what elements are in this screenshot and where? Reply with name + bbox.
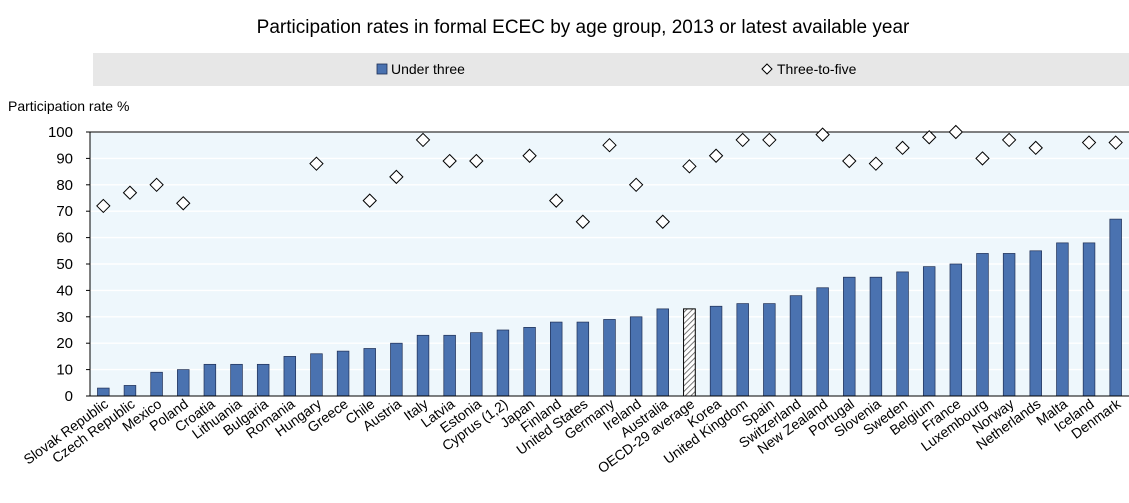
bar-united-states xyxy=(576,321,590,397)
bar-cyprus-1-2 xyxy=(496,329,510,397)
y-tick-label: 50 xyxy=(56,256,73,273)
y-tick-label: 40 xyxy=(56,282,73,299)
bar-lithuania xyxy=(230,363,243,397)
bar-romania xyxy=(283,356,297,397)
marker-australia xyxy=(655,214,670,229)
y-axis-label: Participation rate % xyxy=(8,98,129,114)
bar-series-under-three xyxy=(97,218,1122,397)
marker-chile xyxy=(362,193,377,208)
bar-iceland xyxy=(1082,242,1096,397)
bar-germany xyxy=(603,319,616,397)
marker-series-three-to-five xyxy=(96,124,1123,229)
legend-swatch-under-three xyxy=(376,63,388,75)
bar-finland xyxy=(550,321,563,397)
bar-norway xyxy=(1002,253,1016,397)
bar-czech-republic xyxy=(123,385,137,397)
bar-malta xyxy=(1056,242,1069,397)
marker-latvia xyxy=(442,153,457,169)
marker-mexico xyxy=(149,177,164,193)
bar-greece xyxy=(336,350,350,397)
marker-sweden xyxy=(895,140,910,156)
marker-iceland xyxy=(1081,135,1097,150)
marker-slovenia xyxy=(868,156,884,171)
bar-sweden xyxy=(896,271,909,397)
bar-switzerland xyxy=(789,295,803,397)
bar-bulgaria xyxy=(256,363,270,397)
bar-new-zealand xyxy=(816,287,829,397)
marker-korea xyxy=(708,148,724,163)
y-tick-label: 30 xyxy=(56,309,73,326)
legend-background xyxy=(93,53,1129,86)
marker-estonia xyxy=(469,153,484,169)
bar-estonia xyxy=(470,332,483,397)
bar-netherlands xyxy=(1029,250,1042,397)
y-tick-label: 20 xyxy=(56,335,73,352)
marker-netherlands xyxy=(1028,140,1043,156)
marker-italy xyxy=(415,132,431,148)
bar-ireland xyxy=(629,316,643,397)
bar-austria xyxy=(390,342,403,397)
marker-belgium xyxy=(921,130,937,145)
bar-chile xyxy=(363,348,376,397)
y-tick-label: 80 xyxy=(56,177,73,194)
marker-denmark xyxy=(1108,135,1123,150)
y-tick-label: 0 xyxy=(65,388,73,405)
bar-belgium xyxy=(922,266,936,397)
marker-finland xyxy=(549,193,564,208)
legend-label-three-to-five: Three-to-five xyxy=(777,61,857,77)
marker-czech-republic xyxy=(122,185,138,200)
marker-luxembourg xyxy=(975,151,990,166)
marker-austria xyxy=(389,169,404,185)
bar-croatia xyxy=(203,363,217,397)
legend-swatch-three-to-five xyxy=(761,63,773,75)
bar-united-kingdom xyxy=(736,303,749,397)
marker-france xyxy=(948,124,964,140)
bar-japan xyxy=(523,327,536,397)
marker-japan xyxy=(522,148,537,163)
y-tick-label: 100 xyxy=(48,124,73,141)
marker-portugal xyxy=(842,153,857,169)
bar-portugal xyxy=(843,276,856,397)
bar-oecd-29-average xyxy=(683,308,696,397)
marker-new-zealand xyxy=(815,127,830,142)
marker-hungary xyxy=(309,156,324,171)
y-tick-label: 60 xyxy=(56,230,73,247)
y-tick-label: 10 xyxy=(56,362,73,379)
bar-poland xyxy=(177,369,190,397)
marker-germany xyxy=(602,137,617,153)
bar-mexico xyxy=(150,371,163,397)
marker-oecd-29-average xyxy=(682,159,697,174)
bar-korea xyxy=(709,305,723,397)
bar-latvia xyxy=(443,334,456,397)
bar-australia xyxy=(656,308,669,397)
bar-luxembourg xyxy=(976,253,989,397)
y-tick-label: 90 xyxy=(56,150,73,167)
bar-slovak-republic xyxy=(97,387,110,397)
marker-ireland xyxy=(628,177,644,193)
bar-france xyxy=(949,263,963,397)
marker-poland xyxy=(176,196,191,211)
marker-norway xyxy=(1001,132,1017,148)
y-axis-ticks: 0 10 20 30 40 50 60 70 80 90 100 xyxy=(48,124,90,405)
legend-label-under-three: Under three xyxy=(391,61,465,77)
bar-slovenia xyxy=(869,276,883,397)
bar-hungary xyxy=(310,353,323,397)
marker-united-states xyxy=(575,214,591,229)
y-tick-label: 70 xyxy=(56,203,73,220)
marker-spain xyxy=(762,132,777,148)
bar-denmark xyxy=(1109,218,1122,397)
legend: Under three Three-to-five xyxy=(93,53,1129,86)
bar-spain xyxy=(763,303,776,397)
bar-italy xyxy=(416,334,430,397)
marker-united-kingdom xyxy=(735,132,750,148)
chart-title: Participation rates in formal ECEC by ag… xyxy=(257,17,910,38)
marker-slovak-republic xyxy=(96,198,111,214)
